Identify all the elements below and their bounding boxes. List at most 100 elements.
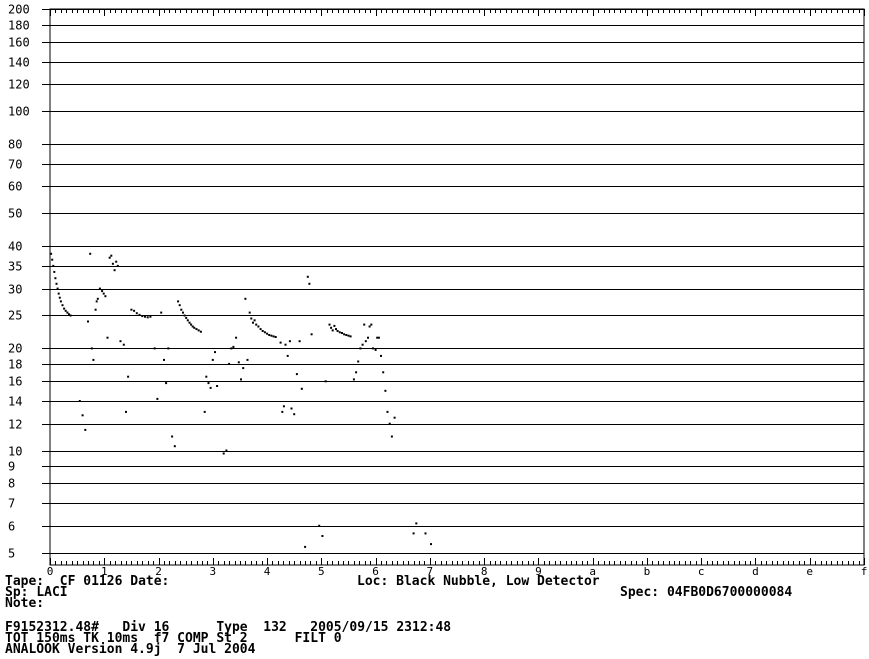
data-point: [263, 331, 266, 334]
data-point: [282, 405, 285, 408]
data-point: [173, 445, 176, 448]
data-point: [81, 414, 84, 417]
data-point: [110, 254, 113, 257]
data-point: [113, 269, 116, 272]
y-tick-label-50: 50: [8, 207, 22, 221]
y-tick-label-6: 6: [8, 520, 15, 534]
y-tick-label-10: 10: [8, 445, 22, 459]
data-point: [199, 330, 202, 333]
data-point: [240, 378, 242, 381]
y-tick-label-200: 200: [8, 3, 30, 17]
x-tick-label-3: 3: [209, 565, 216, 578]
data-point: [380, 354, 382, 357]
data-point: [349, 335, 352, 338]
data-point: [376, 336, 379, 339]
data-point: [336, 330, 339, 332]
data-point: [216, 385, 219, 387]
data-point: [222, 452, 225, 455]
data-point: [84, 428, 87, 431]
data-point: [338, 331, 341, 334]
data-point: [165, 382, 168, 385]
data-point: [310, 333, 313, 336]
data-point: [205, 375, 208, 378]
data-point: [300, 387, 303, 390]
data-point: [163, 358, 165, 361]
y-tick-label-18: 18: [8, 358, 22, 372]
y-tick-label-180: 180: [8, 19, 30, 33]
data-point: [284, 343, 287, 346]
x-tick-label-a: a: [589, 565, 596, 578]
data-point: [361, 343, 364, 346]
data-point: [119, 340, 122, 343]
data-point: [230, 347, 233, 350]
data-point: [156, 397, 159, 400]
location-line: Loc: Black Nubble, Low Detector: [357, 574, 600, 589]
data-point: [412, 532, 415, 535]
data-point: [335, 328, 337, 331]
data-point: [125, 410, 127, 413]
data-point: [341, 332, 343, 334]
data-point: [270, 334, 273, 337]
data-point: [127, 375, 130, 378]
file-info-line-2: TOT 150ms TK 10ms f7 COMP St 2 FILT 0: [5, 631, 342, 646]
y-tick-label-140: 140: [8, 56, 30, 70]
species-line: Sp: LACI: [5, 585, 68, 600]
y-tick-label-160: 160: [8, 36, 30, 50]
data-point: [330, 326, 333, 329]
data-point: [331, 329, 334, 332]
data-point: [250, 317, 253, 320]
y-tick-label-7: 7: [8, 497, 15, 511]
y-tick-label-14: 14: [8, 395, 22, 409]
data-point: [415, 522, 418, 525]
data-point: [185, 316, 188, 319]
data-point: [180, 308, 183, 311]
data-point: [58, 296, 61, 299]
data-point: [252, 321, 254, 324]
x-axis-ticks: [50, 9, 865, 565]
data-point: [144, 315, 146, 318]
data-point: [374, 348, 377, 351]
data-point: [61, 304, 64, 307]
data-point: [345, 334, 348, 336]
data-point: [272, 335, 275, 338]
data-point: [268, 334, 271, 336]
y-tick-label-80: 80: [8, 138, 22, 152]
data-point: [359, 347, 362, 350]
data-point: [59, 300, 62, 303]
data-point: [116, 264, 119, 267]
x-tick-label-9: 9: [535, 565, 542, 578]
x-tick-label-c: c: [698, 565, 705, 578]
data-point: [377, 336, 380, 339]
x-tick-label-4: 4: [264, 565, 271, 578]
data-point: [363, 323, 366, 326]
y-tick-label-70: 70: [8, 158, 22, 172]
data-point: [55, 282, 58, 285]
x-tick-label-e: e: [806, 565, 813, 578]
x-tick-label-0: 0: [47, 565, 54, 578]
spec-value: 04FB0D6700000084: [666, 585, 793, 600]
loc-label: Loc:: [357, 574, 389, 589]
data-point: [257, 325, 260, 328]
data-point: [94, 308, 97, 311]
data-point: [333, 324, 336, 327]
data-point: [209, 386, 212, 389]
data-point: [133, 309, 136, 312]
data-point: [53, 270, 56, 273]
data-point: [191, 325, 194, 328]
data-point: [357, 360, 360, 363]
x-tick-label-2: 2: [155, 565, 162, 578]
data-point: [244, 297, 247, 300]
data-point: [388, 422, 391, 425]
data-point: [193, 326, 196, 329]
sp-label: Sp:: [5, 585, 29, 600]
data-point: [246, 358, 249, 361]
y-tick-label-9: 9: [8, 460, 15, 474]
data-point: [225, 449, 228, 452]
data-point: [69, 314, 72, 317]
data-point: [290, 407, 293, 410]
data-point: [186, 319, 189, 322]
data-point: [203, 410, 206, 413]
data-point: [66, 311, 69, 314]
data-point: [367, 336, 369, 339]
x-tick-label-6: 6: [372, 565, 379, 578]
